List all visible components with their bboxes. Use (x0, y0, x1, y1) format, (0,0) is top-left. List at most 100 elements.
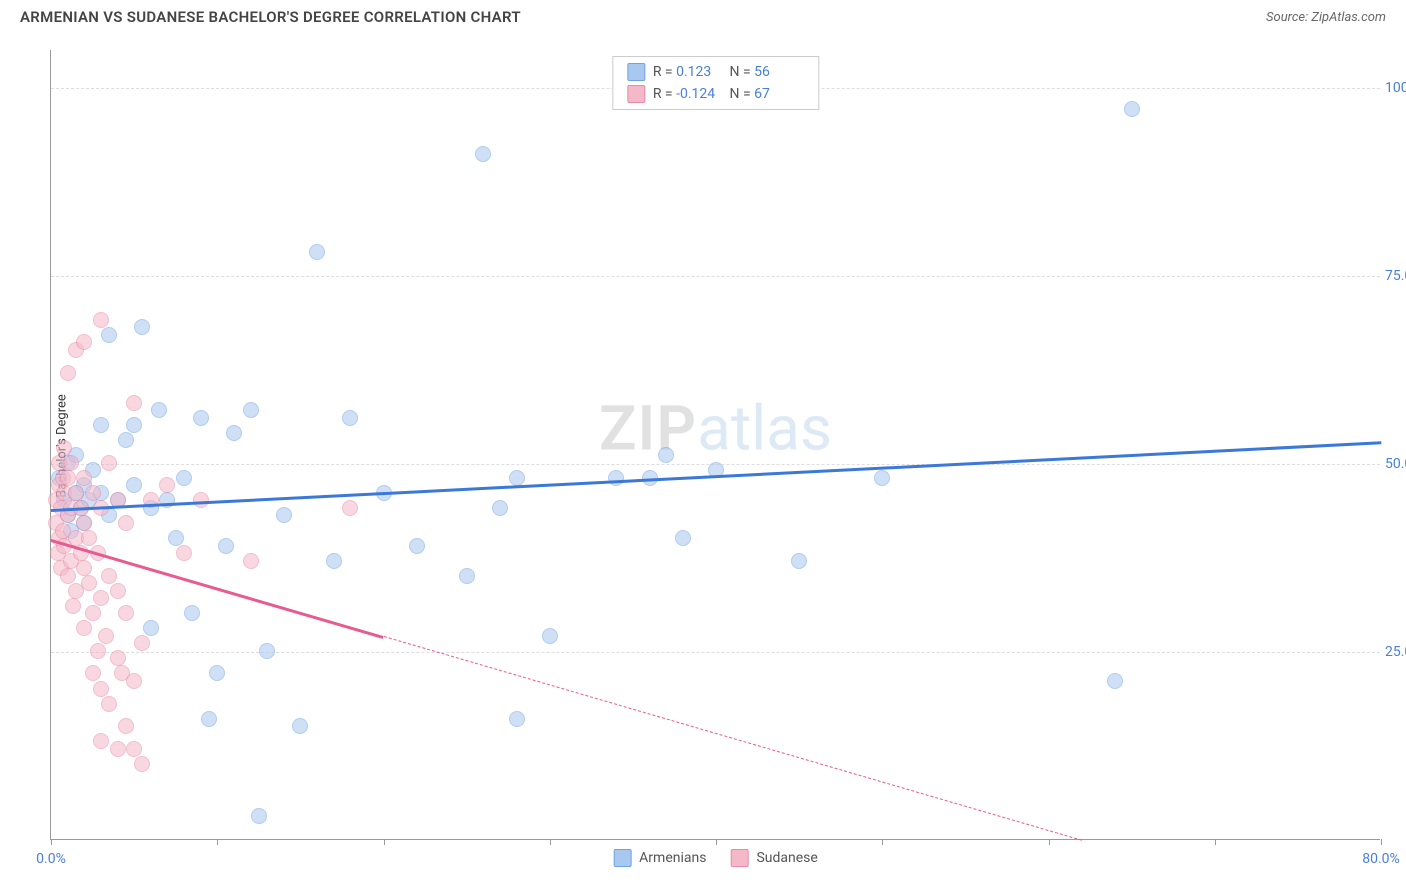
data-point (81, 530, 97, 546)
data-point (101, 568, 117, 584)
data-point (509, 470, 525, 486)
x-tick (384, 839, 385, 845)
data-point (791, 553, 807, 569)
x-tick-label: 0.0% (36, 851, 66, 867)
data-point (126, 741, 142, 757)
legend-swatch (627, 85, 645, 103)
data-point (76, 560, 92, 576)
x-tick-label: 80.0% (1362, 851, 1400, 867)
data-point (209, 665, 225, 681)
data-point (176, 470, 192, 486)
watermark: ZIPatlas (599, 392, 832, 465)
legend-stat: R = 0.123 N = 56 (653, 64, 804, 80)
data-point (93, 417, 109, 433)
data-point (243, 402, 259, 418)
watermark-atlas: atlas (697, 392, 832, 465)
data-point (76, 334, 92, 350)
chart-header: ARMENIAN VS SUDANESE BACHELOR'S DEGREE C… (0, 0, 1406, 30)
data-point (126, 395, 142, 411)
data-point (118, 605, 134, 621)
data-point (93, 312, 109, 328)
data-point (93, 590, 109, 606)
data-point (326, 553, 342, 569)
data-point (218, 538, 234, 554)
data-point (101, 696, 117, 712)
data-point (259, 643, 275, 659)
data-point (98, 628, 114, 644)
legend-item: Sudanese (730, 849, 817, 867)
data-point (309, 244, 325, 260)
chart-source: Source: ZipAtlas.com (1266, 10, 1386, 25)
legend-swatch (730, 849, 748, 867)
data-point (85, 665, 101, 681)
data-point (459, 568, 475, 584)
data-point (118, 432, 134, 448)
legend-swatch (613, 849, 631, 867)
data-point (409, 538, 425, 554)
data-point (243, 553, 259, 569)
x-tick (217, 839, 218, 845)
data-point (201, 711, 217, 727)
data-point (118, 718, 134, 734)
y-tick-label: 50.0% (1385, 456, 1406, 472)
data-point (110, 583, 126, 599)
legend-swatch (627, 63, 645, 81)
data-point (276, 507, 292, 523)
trend-line (51, 441, 1381, 511)
legend-row: R = 0.123 N = 56 (627, 63, 804, 81)
gridline (51, 652, 1380, 653)
data-point (93, 681, 109, 697)
data-point (168, 530, 184, 546)
data-point (159, 477, 175, 493)
data-point (675, 530, 691, 546)
series-legend: Armenians Sudanese (613, 849, 818, 867)
data-point (151, 402, 167, 418)
legend-stat: R = -0.124 N = 67 (653, 86, 804, 102)
correlation-legend: R = 0.123 N = 56 R = -0.124 N = 67 (612, 56, 819, 110)
data-point (193, 410, 209, 426)
data-point (81, 575, 97, 591)
y-tick-label: 25.0% (1385, 644, 1406, 660)
watermark-zip: ZIP (599, 392, 697, 465)
data-point (134, 635, 150, 651)
data-point (1124, 101, 1140, 117)
data-point (658, 447, 674, 463)
data-point (134, 319, 150, 335)
data-point (60, 365, 76, 381)
legend-item: Armenians (613, 849, 706, 867)
data-point (292, 718, 308, 734)
data-point (134, 756, 150, 772)
data-point (63, 455, 79, 471)
data-point (85, 485, 101, 501)
data-point (110, 741, 126, 757)
data-point (90, 643, 106, 659)
legend-label: Armenians (639, 850, 706, 866)
data-point (126, 417, 142, 433)
data-point (1107, 673, 1123, 689)
data-point (184, 605, 200, 621)
y-tick-label: 75.0% (1385, 268, 1406, 284)
data-point (342, 410, 358, 426)
x-tick (1049, 839, 1050, 845)
data-point (509, 711, 525, 727)
data-point (159, 492, 175, 508)
x-tick (716, 839, 717, 845)
data-point (176, 545, 192, 561)
data-point (143, 620, 159, 636)
data-point (101, 327, 117, 343)
trend-line-extrapolated (383, 636, 1082, 841)
data-point (126, 477, 142, 493)
data-point (76, 620, 92, 636)
gridline (51, 276, 1380, 277)
data-point (251, 808, 267, 824)
y-tick-label: 100.0% (1385, 80, 1406, 96)
chart-title: ARMENIAN VS SUDANESE BACHELOR'S DEGREE C… (20, 8, 521, 26)
x-tick (51, 839, 52, 845)
data-point (76, 470, 92, 486)
data-point (475, 146, 491, 162)
x-tick (1215, 839, 1216, 845)
data-point (226, 425, 242, 441)
data-point (60, 470, 76, 486)
data-point (126, 673, 142, 689)
data-point (342, 500, 358, 516)
